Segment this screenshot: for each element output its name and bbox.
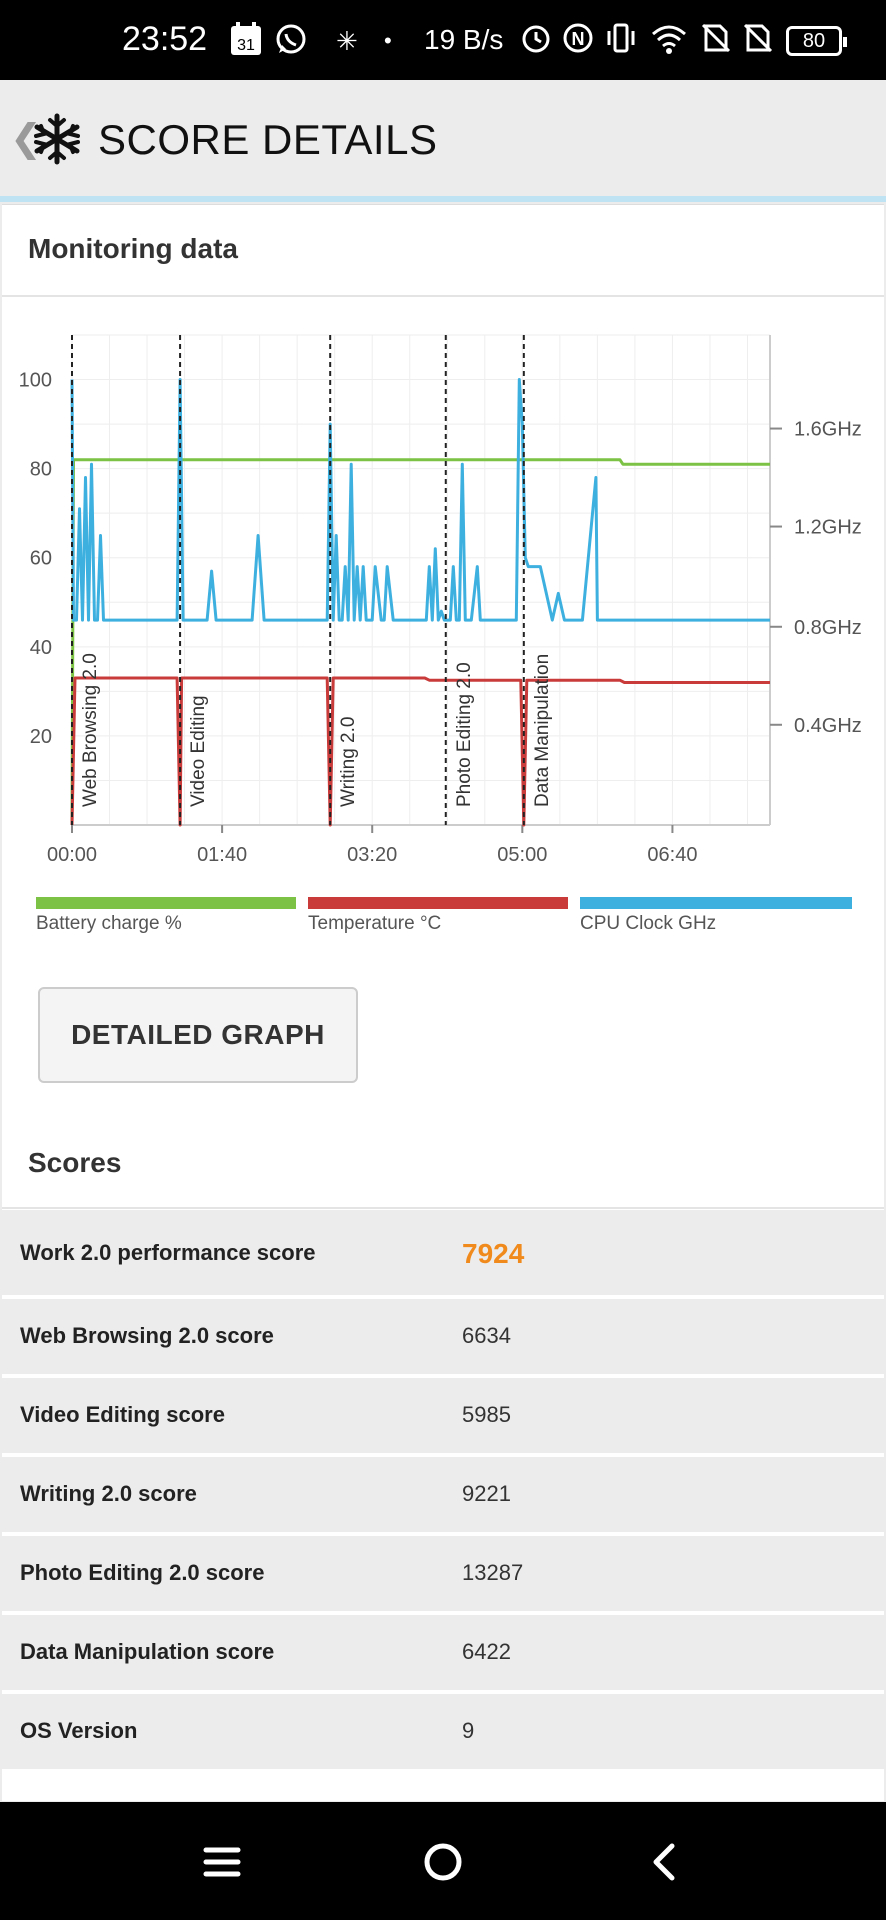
wifi-icon	[650, 22, 688, 62]
system-nav-bar	[0, 1802, 886, 1920]
score-value: 9	[462, 1718, 475, 1743]
score-label: OS Version	[20, 1718, 138, 1743]
y-left-tick-label: 60	[30, 548, 52, 570]
score-value-highlight: 7924	[462, 1238, 525, 1269]
svg-text:N: N	[572, 29, 585, 49]
score-row-os-version: OS Version 9	[2, 1694, 884, 1769]
calendar-day: 31	[237, 37, 255, 54]
score-label: Work 2.0 performance score	[20, 1240, 316, 1265]
divider	[2, 1207, 884, 1209]
no-sim-icon	[742, 22, 774, 62]
snowflake-logo-icon	[30, 112, 84, 166]
score-label: Writing 2.0 score	[20, 1481, 197, 1506]
score-row-web-browsing: Web Browsing 2.0 score 6634	[2, 1299, 884, 1374]
calendar-icon: 31	[230, 22, 262, 64]
no-sim-icon	[700, 22, 732, 62]
score-row-data-manipulation: Data Manipulation score 6422	[2, 1615, 884, 1690]
y-right-tick-label: 1.6GHz	[794, 419, 862, 441]
monitoring-title: Monitoring data	[28, 233, 238, 264]
monitoring-chart: 100 80 60 40 20 1.6GHz 1.2GHz 0.8GHz 0.4GHz 00:00…	[19, 334, 862, 866]
battery-indicator: 80	[786, 26, 847, 56]
app-header: ❮ SCORE DETAILS	[0, 80, 886, 202]
y-right-tick-label: 0.4GHz	[794, 715, 862, 737]
y-left-tick-label: 100	[19, 370, 52, 392]
y-left-tick-label: 20	[30, 726, 52, 748]
series-line-battery	[70, 458, 770, 826]
back-icon[interactable]	[642, 1838, 690, 1886]
score-value: 5985	[462, 1402, 511, 1427]
nfc-icon: N	[562, 22, 594, 62]
snowflake-icon: ✳	[336, 26, 358, 56]
score-label: Web Browsing 2.0 score	[20, 1323, 274, 1348]
x-tick-label: 01:40	[197, 844, 247, 866]
test-marker-label: Photo Editing 2.0	[454, 662, 475, 807]
network-speed: 19 B/s	[424, 24, 504, 55]
status-bar: 23:52 31 ✳ • 19 B/s N 80	[0, 0, 886, 80]
score-label: Data Manipulation score	[20, 1639, 275, 1664]
score-value: 6634	[462, 1323, 511, 1348]
y-left-tick-label: 40	[30, 637, 52, 659]
dot-icon: •	[384, 28, 392, 53]
score-row-writing: Writing 2.0 score 9221	[2, 1457, 884, 1532]
score-row-photo-editing: Photo Editing 2.0 score 13287	[2, 1536, 884, 1611]
score-label: Video Editing score	[20, 1402, 225, 1427]
whatsapp-icon	[274, 22, 308, 64]
legend-cpu-swatch	[580, 897, 852, 909]
scores-title: Scores	[28, 1147, 122, 1178]
vibrate-icon	[604, 22, 638, 62]
menu-icon[interactable]	[198, 1838, 246, 1886]
legend-cpu-label: CPU Clock GHz	[580, 913, 717, 934]
y-left-tick-label: 80	[30, 459, 52, 481]
score-value: 9221	[462, 1481, 511, 1506]
x-tick-label: 06:40	[647, 844, 697, 866]
monitoring-card: Monitoring data 100 80 60 40 20 1.6GHz 1.2GHz 0…	[2, 204, 884, 1801]
alarm-icon	[520, 22, 552, 62]
home-icon[interactable]	[419, 1838, 467, 1886]
y-right-tick-label: 1.2GHz	[794, 517, 862, 539]
score-value: 13287	[462, 1560, 524, 1585]
series-line-temperature	[70, 676, 770, 827]
x-tick-label: 03:20	[347, 844, 397, 866]
test-marker-label: Writing 2.0	[338, 717, 359, 807]
detailed-graph-button[interactable]: DETAILED GRAPH	[38, 987, 358, 1083]
legend-battery-swatch	[36, 897, 296, 909]
test-marker-label: Web Browsing 2.0	[80, 653, 101, 807]
test-marker-label: Data Manipulation	[532, 654, 553, 807]
test-marker-label: Video Editing	[188, 695, 209, 807]
scores-table: Work 2.0 performance score 7924 Web Brow…	[2, 1210, 884, 1773]
score-value: 6422	[462, 1639, 511, 1664]
legend-temperature-swatch	[308, 897, 568, 909]
score-row-work: Work 2.0 performance score 7924	[2, 1210, 884, 1295]
y-right-tick-label: 0.8GHz	[794, 617, 862, 639]
status-time: 23:52	[122, 20, 208, 58]
divider	[2, 295, 884, 297]
legend-temperature-label: Temperature °C	[308, 913, 442, 934]
page-title: SCORE DETAILS	[98, 116, 438, 163]
x-tick-label: 05:00	[497, 844, 547, 866]
score-row-video-editing: Video Editing score 5985	[2, 1378, 884, 1453]
series-line-cpu	[70, 378, 770, 622]
legend-battery-label: Battery charge %	[36, 913, 182, 934]
x-tick-label: 00:00	[47, 844, 97, 866]
score-label: Photo Editing 2.0 score	[20, 1560, 265, 1585]
